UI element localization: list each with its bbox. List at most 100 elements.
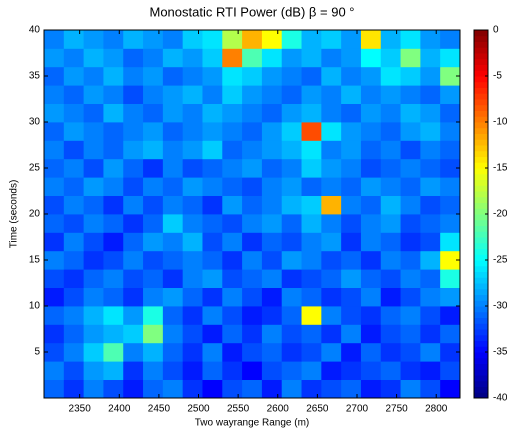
heat-cell — [360, 379, 382, 399]
heat-cell — [420, 140, 441, 160]
heat-cell — [420, 195, 441, 215]
colorbar-band — [474, 81, 488, 88]
heat-cell — [301, 103, 322, 123]
heat-cell — [182, 324, 203, 344]
heat-cell — [261, 122, 283, 141]
heat-cell — [400, 306, 421, 325]
heat-cell — [261, 85, 283, 104]
heat-cell — [242, 232, 263, 252]
heat-cell — [380, 103, 401, 123]
heat-cell — [400, 361, 421, 380]
heat-cell — [420, 250, 441, 270]
heat-cell — [242, 195, 263, 215]
heat-cell — [242, 361, 263, 380]
colorbar-band — [474, 191, 488, 198]
heat-cell — [202, 287, 223, 307]
heat-cell — [261, 361, 283, 380]
heat-cell — [400, 122, 421, 141]
heat-cell — [440, 214, 461, 233]
heat-cell — [143, 85, 164, 104]
heat-cell — [341, 214, 362, 233]
heat-cell — [222, 287, 243, 307]
heat-cell — [143, 103, 164, 123]
heat-cell — [63, 158, 85, 178]
heat-cell — [202, 342, 223, 362]
heat-cell — [182, 287, 203, 307]
heat-cell — [182, 306, 203, 325]
colorbar-band — [474, 340, 488, 347]
heat-cell — [182, 250, 203, 270]
heat-cell — [123, 306, 144, 325]
heat-cell — [123, 232, 144, 252]
heat-cell — [420, 306, 441, 325]
x-tick-label: 2450 — [148, 404, 171, 415]
heat-cell — [103, 379, 124, 399]
heat-cell — [202, 306, 223, 325]
heat-cell — [83, 306, 104, 325]
colorbar-band — [474, 64, 488, 71]
heat-cell — [162, 324, 184, 344]
heat-cell — [44, 122, 65, 141]
heat-cell — [222, 177, 243, 196]
heat-cell — [222, 48, 243, 68]
heat-cell — [321, 30, 342, 49]
heat-cell — [123, 342, 144, 362]
colorbar-band — [474, 173, 488, 180]
heat-cell — [242, 158, 263, 178]
heat-cell — [420, 48, 441, 68]
y-tick-label: 30 — [29, 117, 41, 128]
heat-cell — [440, 361, 461, 380]
heat-cell — [440, 232, 461, 252]
heat-cell — [242, 324, 263, 344]
colorbar-band — [474, 58, 488, 65]
y-tick-label: 15 — [29, 255, 41, 266]
heat-cell — [440, 287, 461, 307]
heat-cell — [83, 48, 104, 68]
heat-cell — [63, 379, 85, 399]
colorbar-band — [474, 254, 488, 261]
heat-cell — [44, 30, 65, 49]
heat-cell — [143, 342, 164, 362]
colorbar-band — [474, 248, 488, 255]
heat-cell — [321, 342, 342, 362]
heat-cell — [360, 66, 382, 86]
heat-cell — [321, 195, 342, 215]
heat-cell — [123, 122, 144, 141]
heat-cell — [321, 66, 342, 86]
heat-cell — [341, 85, 362, 104]
heat-cell — [44, 103, 65, 123]
heat-cell — [261, 140, 283, 160]
heat-cell — [281, 214, 302, 233]
colorbar-band — [474, 150, 488, 157]
heat-cell — [44, 306, 65, 325]
heat-cell — [420, 287, 441, 307]
heat-cell — [242, 66, 263, 86]
heat-cell — [281, 232, 302, 252]
heat-cell — [321, 324, 342, 344]
heat-cell — [182, 66, 203, 86]
heat-cell — [440, 342, 461, 362]
heat-cell — [63, 214, 85, 233]
heat-cell — [360, 361, 382, 380]
heat-cell — [360, 306, 382, 325]
heat-cell — [162, 158, 184, 178]
colorbar-band — [474, 271, 488, 278]
heat-cell — [380, 379, 401, 399]
heat-cell — [420, 122, 441, 141]
heat-cell — [202, 122, 223, 141]
heat-cell — [222, 379, 243, 399]
heat-cell — [360, 140, 382, 160]
heat-cell — [143, 48, 164, 68]
colorbar-band — [474, 208, 488, 215]
heat-cell — [103, 66, 124, 86]
heat-cell — [63, 342, 85, 362]
heat-cell — [222, 361, 243, 380]
x-tick-label: 2400 — [108, 404, 131, 415]
colorbar-band — [474, 329, 488, 336]
heat-cell — [162, 103, 184, 123]
heat-cell — [143, 232, 164, 252]
colorbar-band — [474, 294, 488, 301]
heat-cell — [222, 250, 243, 270]
heat-cell — [103, 250, 124, 270]
colorbar-band — [474, 214, 488, 221]
